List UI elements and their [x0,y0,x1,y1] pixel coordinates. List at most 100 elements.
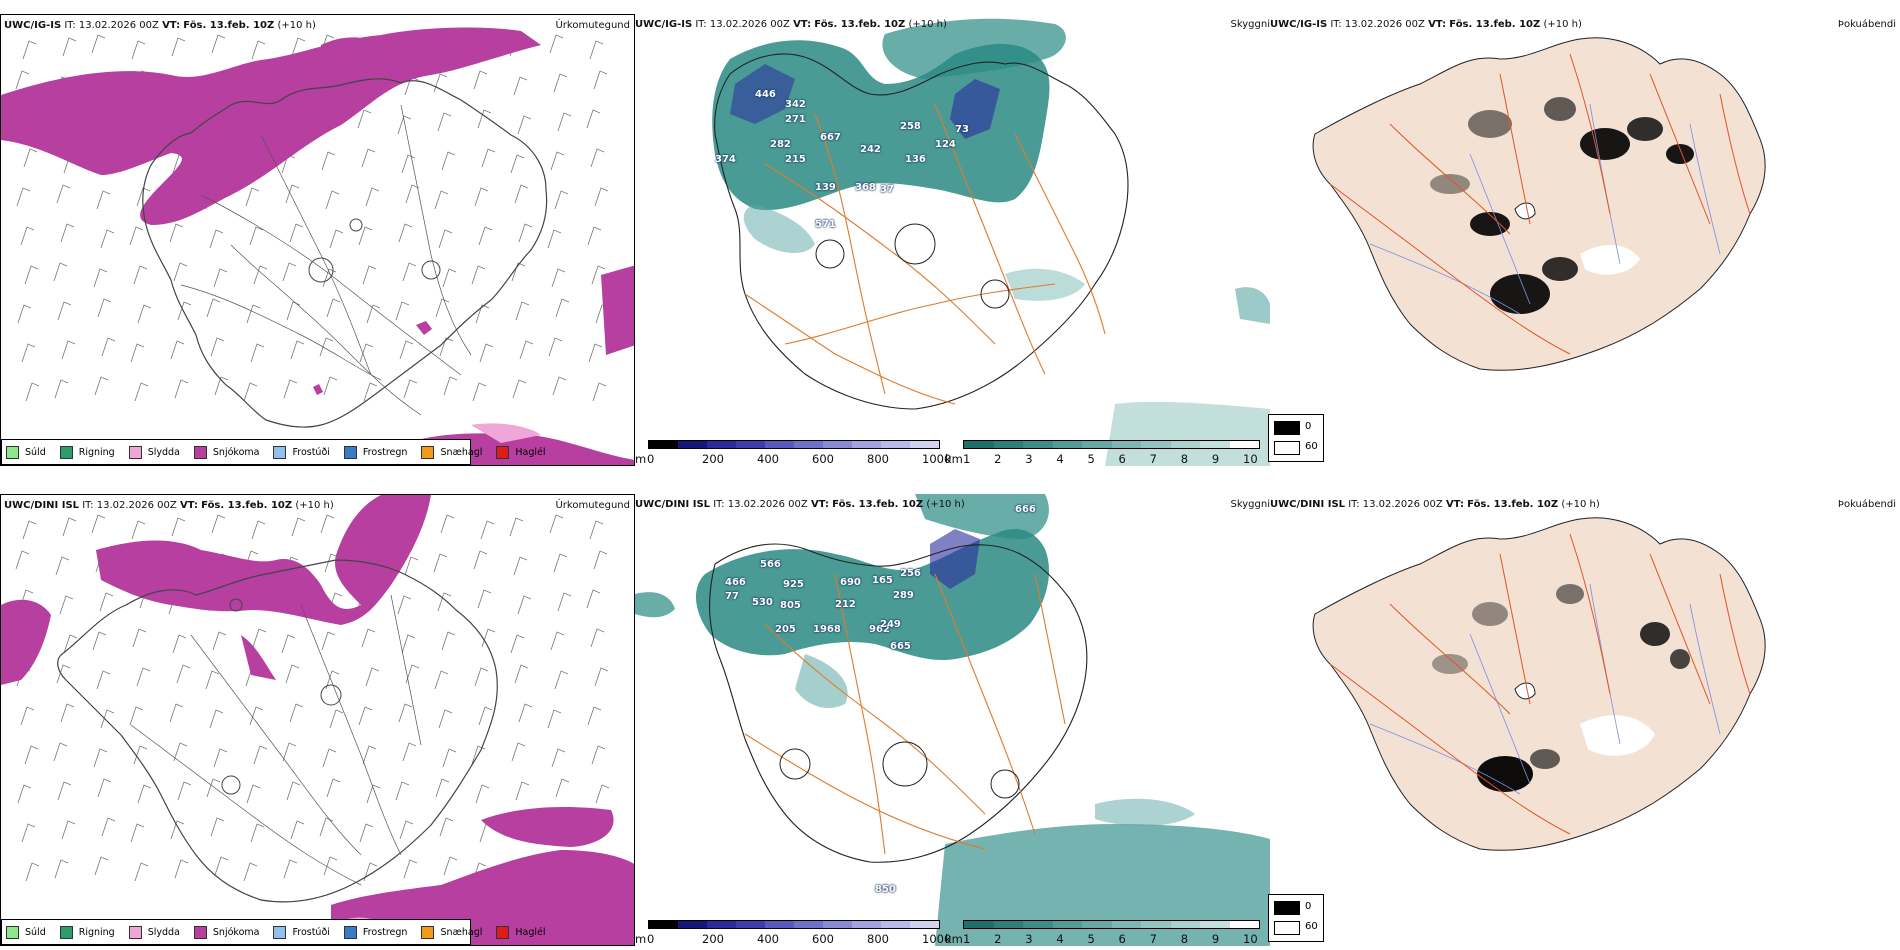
visibility-unit: km [945,932,963,946]
legend-swatch [273,925,287,939]
peak-height-label: 73 [955,124,969,135]
wind-barb [56,664,71,684]
snow-spot [416,321,432,335]
wind-barb [133,745,148,765]
wind-barb [177,781,192,801]
legend-item: Súld [6,925,46,939]
wind-barb [137,304,152,324]
colorbar-tick: 8 [1180,452,1189,466]
legend-item: Haglél [496,925,546,939]
wind-barb [282,262,297,282]
wind-barb [100,229,115,249]
wind-barb [403,859,418,879]
wind-barb [21,343,36,363]
visibility-strip [963,920,1260,929]
wind-barb [57,301,72,321]
wind-barb [214,376,229,396]
wind-barb [398,703,413,723]
wind-barb [397,115,412,135]
peak-height-label: 249 [880,619,901,630]
wind-barb [518,703,533,723]
legend-swatch [128,925,142,939]
wind-barb [358,226,373,246]
wind-barb [404,556,419,576]
legend-label: Haglél [515,446,546,458]
wind-barb [169,703,184,723]
wind-barb [509,517,524,537]
legend-label: Slydda [147,926,180,938]
legend-label: Snæhagl [440,446,483,458]
roads [180,104,472,416]
wind-barb [246,784,261,804]
wind-barb [365,187,380,207]
wind-barb [323,856,338,876]
peak-height-label: 212 [835,599,856,610]
wind-barb [510,634,525,654]
legend-item: Rigning [59,925,115,939]
coastline [142,78,548,428]
peak-height-label: 566 [760,559,781,570]
wind-barb [515,301,530,321]
wind-barb [249,226,264,246]
wind-barb [587,226,602,246]
fog-area [635,592,675,618]
it-value: 13.02.2026 00Z [1362,499,1443,510]
wind-barb [99,592,114,612]
wind-barb [555,778,570,798]
legend-swatch [193,445,207,459]
peak-height-label: 667 [820,132,841,143]
wind-barb [475,784,490,804]
precip-map-svg [1,27,634,465]
it-value: 13.02.2026 00Z [709,19,790,30]
wind-barb [291,517,306,537]
precip-legend: Súld Rigning Slydda Snjókoma Frostúði Frostre… [1,439,546,465]
peak-height-label: 446 [755,89,776,100]
legend-label: Snjókoma [212,926,260,938]
colorbar-tick: 200 [702,932,724,946]
wind-barb [403,379,418,399]
legend-item: Frostúði [273,925,330,939]
wind-barb [550,631,565,651]
wind-barb [594,187,609,207]
coastline [714,53,1129,410]
legend-item: Frostregn [343,445,407,459]
legend-swatch [421,445,435,459]
colorbar-tick: 10 [1243,932,1258,946]
wind-barb [253,265,268,285]
wind-barb [441,151,456,171]
wind-barb [281,634,296,654]
panel-header: UWC/DINI ISL IT: 13.02.2026 00Z VT: Fös.… [1270,499,1600,510]
high-terrain [950,79,1000,139]
wind-barb [62,517,77,537]
colorbar-tick: 800 [867,932,889,946]
peak-height-label: 165 [872,575,893,586]
wind-barb [246,304,261,324]
wind-barb [60,223,75,243]
fog-area [935,824,1270,946]
wind-barb [324,553,339,573]
wind-barb [319,817,334,837]
it-value: 13.02.2026 00Z [96,500,177,511]
wind-barb [20,226,35,246]
fog-area [695,529,1050,661]
colorbar-tick: 2 [994,452,1002,466]
panel-header: UWC/DINI ISL IT: 13.02.2026 00Z VT: Fös.… [635,499,965,510]
model-name: UWC/IG-IS [4,20,62,31]
roads [130,594,422,886]
wind-barb [25,382,40,402]
precip-map-svg [1,495,634,945]
colorbar-tick: 8 [1180,932,1189,946]
legend-item: Slydda [128,445,180,459]
legend-swatch [421,925,435,939]
snow-area [1,27,541,225]
wind-barb [434,670,449,690]
legend-label: Súld [25,446,46,458]
legend-swatch [59,445,73,459]
it-label: IT: [1348,499,1360,510]
wind-barb [132,628,147,648]
wind-barb [443,376,458,396]
wind-barb [249,706,264,726]
wind-barb [252,628,267,648]
wind-barb [61,340,76,360]
wind-barb [55,556,70,576]
